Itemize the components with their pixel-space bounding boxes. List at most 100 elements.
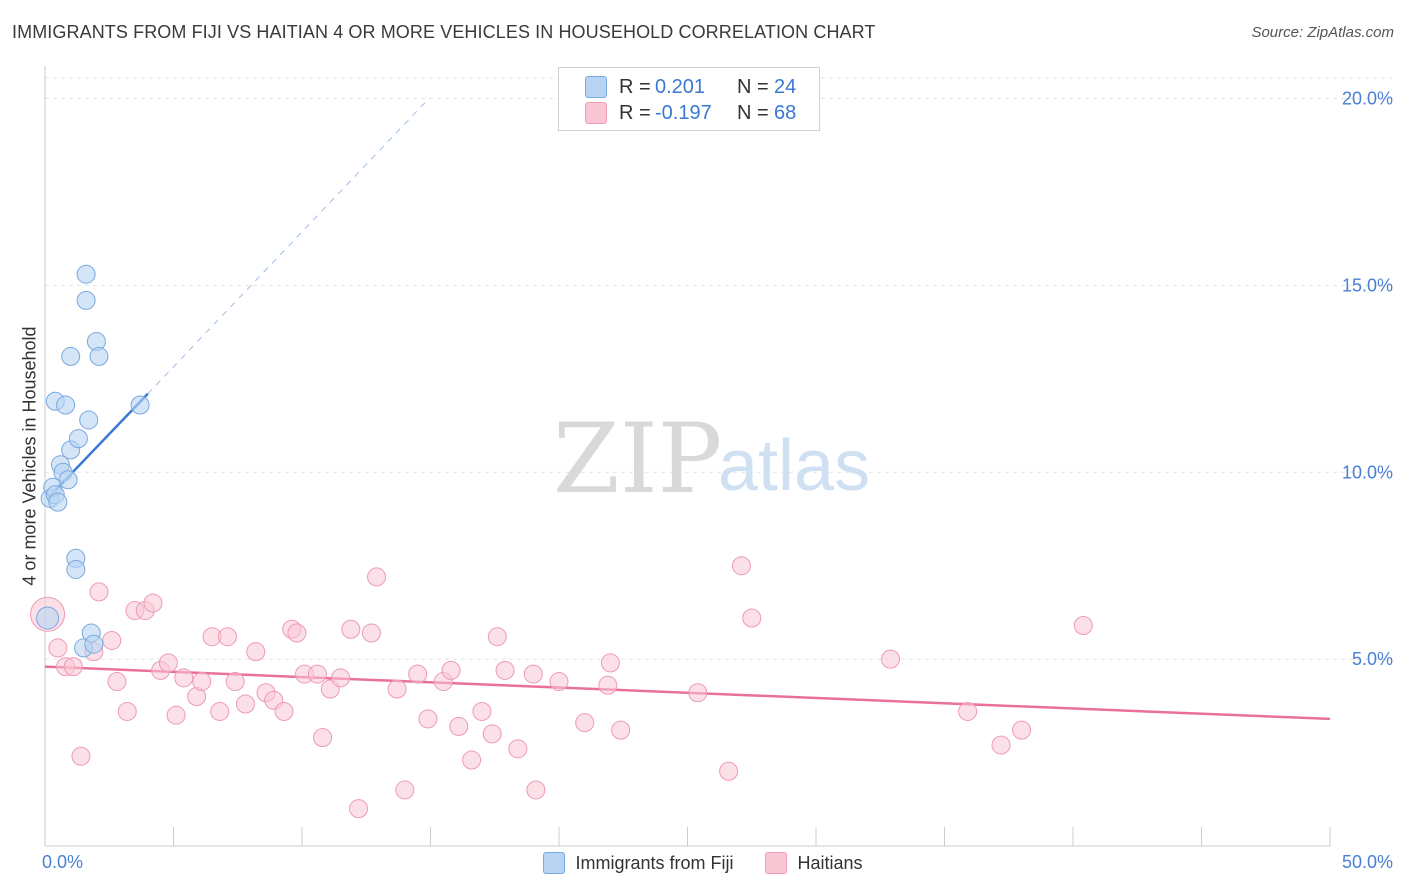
fiji-point: [48, 492, 68, 512]
haitians-point: [71, 746, 91, 766]
y-tick-label: 10.0%: [1342, 462, 1393, 482]
legend-label-haitians: Haitians: [797, 852, 863, 873]
haitians-point: [731, 556, 751, 576]
haitians-point: [575, 713, 595, 733]
haitians-point: [367, 567, 387, 587]
n-value: 24: [774, 75, 797, 98]
watermark: ZIP atlas: [553, 403, 870, 515]
haitians-swatch: [765, 852, 788, 874]
haitians-point: [89, 582, 109, 602]
haitians-point: [174, 668, 194, 688]
legend-item-haitians[interactable]: Haitians: [765, 852, 863, 874]
haitians-point: [472, 701, 492, 721]
x-tick-label: 0.0%: [42, 852, 83, 872]
haitians-point: [598, 675, 618, 695]
haitians-point: [158, 653, 178, 673]
legend-item-fiji[interactable]: Immigrants from Fiji: [543, 852, 733, 874]
gridlines: [45, 77, 1392, 660]
r-value: -0.197: [655, 101, 712, 124]
haitians-point: [361, 623, 381, 643]
haitians-point: [742, 608, 762, 628]
n-value: 68: [774, 101, 797, 124]
haitians-point: [487, 627, 507, 647]
haitians-point: [235, 694, 255, 714]
haitians-point: [274, 701, 294, 721]
legend-row-haitians: R = -0.197 N = 68: [585, 100, 796, 126]
haitians-point: [395, 780, 415, 800]
haitians-point: [495, 660, 515, 680]
fiji-swatch: [585, 76, 607, 98]
watermark-zip: ZIP: [553, 403, 722, 515]
haitians-point: [611, 720, 631, 740]
haitians-point: [523, 664, 543, 684]
haitians-point: [210, 701, 230, 721]
watermark-atlas: atlas: [718, 426, 870, 506]
haitians-point: [166, 705, 186, 725]
fiji-point: [84, 634, 104, 654]
haitians-point: [349, 799, 369, 819]
fiji-point: [66, 559, 86, 579]
n-label: N =: [737, 101, 769, 124]
fiji-point: [130, 395, 150, 415]
stats-legend: R = 0.201 N = 24 R = -0.197 N = 68: [558, 67, 820, 131]
fiji-points: [36, 264, 150, 658]
haitians-point: [246, 642, 266, 662]
y-tick-label: 5.0%: [1352, 649, 1393, 669]
haitians-point: [482, 724, 502, 744]
fiji-point: [68, 429, 88, 449]
haitians-point: [408, 664, 428, 684]
haitians-point: [143, 593, 163, 613]
haitians-point: [441, 660, 461, 680]
haitians-point: [117, 701, 137, 721]
fiji-point: [89, 346, 109, 366]
haitians-point: [958, 701, 978, 721]
haitians-point: [287, 623, 307, 643]
haitians-point: [1012, 720, 1032, 740]
haitians-point: [225, 672, 245, 692]
r-value: 0.201: [655, 75, 706, 98]
chart-title: IMMIGRANTS FROM FIJI VS HAITIAN 4 OR MOR…: [12, 22, 876, 42]
haitians-point: [462, 750, 482, 770]
haitians-point: [313, 728, 333, 748]
legend-row-fiji: R = 0.201 N = 24: [585, 74, 796, 100]
y-tick-label: 15.0%: [1342, 275, 1393, 295]
tick-labels: 5.0% 10.0% 15.0% 20.0% 0.0% 50.0%: [42, 89, 1393, 872]
haitians-point: [102, 630, 122, 650]
fiji-swatch: [543, 852, 566, 874]
haitians-point: [107, 672, 127, 692]
fiji-trend-extension: [147, 101, 426, 395]
haitians-point: [387, 679, 407, 699]
y-tick-label: 20.0%: [1342, 89, 1393, 109]
haitians-point: [549, 672, 569, 692]
haitians-point: [192, 672, 212, 692]
fiji-point: [61, 346, 81, 366]
haitians-point: [508, 739, 528, 759]
haitians-point: [688, 683, 708, 703]
haitians-point: [48, 638, 68, 658]
fiji-point: [56, 395, 76, 415]
r-label: R =: [619, 75, 651, 98]
haitians-point: [307, 664, 327, 684]
fiji-point: [76, 264, 96, 284]
n-label: N =: [737, 75, 769, 98]
fiji-point: [76, 290, 96, 310]
fiji-point: [79, 410, 99, 430]
haitians-point: [331, 668, 351, 688]
haitians-point: [719, 761, 739, 781]
haitians-swatch: [585, 102, 607, 124]
source-label: Source: ZipAtlas.com: [1251, 24, 1394, 41]
r-label: R =: [619, 101, 651, 124]
x-tick-label: 50.0%: [1342, 852, 1393, 872]
fiji-point: [36, 606, 60, 630]
haitians-trend-line: [44, 665, 1331, 721]
haitians-point: [881, 649, 901, 669]
axes: [44, 66, 1331, 847]
haitians-point: [418, 709, 438, 729]
haitians-points: [30, 556, 1093, 819]
haitians-point: [1073, 616, 1093, 636]
series-legend: Immigrants from Fiji Haitians: [0, 852, 1406, 874]
haitians-point: [63, 657, 83, 677]
fiji-point: [58, 470, 78, 490]
legend-label-fiji: Immigrants from Fiji: [575, 852, 734, 873]
